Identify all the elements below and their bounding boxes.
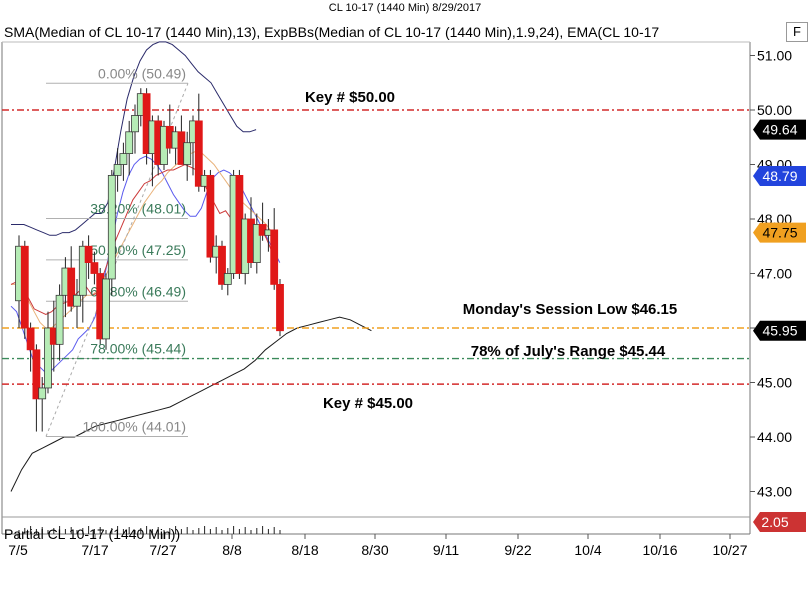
fib-level-label: 50.00% (47.25)	[90, 242, 186, 258]
price-badge	[753, 320, 806, 341]
price-axis: 51.0050.0049.0048.0047.0046.0045.0044.00…	[750, 48, 792, 500]
volume-label: Partial CL 10-17 (1440 Min))	[4, 526, 180, 542]
candle-body	[90, 262, 99, 274]
price-badge	[753, 119, 806, 140]
date-axis: 7/5 7/17 7/27 8/8 8/18 8/30 9/11 9/22 10/4 10/16 1…	[8, 534, 748, 558]
candle-body	[183, 142, 192, 165]
volume-pane: Partial CL 10-17 (1440 Min)) 2.05	[4, 512, 806, 542]
y-tick-label: 45.00	[757, 375, 792, 391]
candle-body	[20, 245, 29, 329]
grid	[1, 41, 751, 535]
volume-badge-value: 2.05	[761, 514, 788, 530]
candle-body	[119, 153, 128, 165]
x-tick-label: 8/30	[361, 542, 388, 558]
bollinger-lower-line	[10, 316, 372, 492]
key-level-label: Monday's Session Low $46.15	[463, 301, 677, 318]
candle-body	[84, 245, 93, 264]
price-badge-value: 48.79	[762, 168, 797, 184]
x-tick-label: 9/11	[433, 542, 459, 558]
key-level-label: 78% of July's Range $45.44	[471, 343, 666, 360]
x-tick-label: 9/22	[504, 542, 531, 558]
candle-body	[218, 245, 226, 285]
y-tick-label: 50.00	[757, 102, 792, 118]
y-tick-label: 44.00	[757, 429, 792, 445]
candle-body	[44, 327, 52, 389]
y-tick-label: 47.00	[757, 266, 792, 282]
candle-body	[194, 120, 203, 187]
volume-badge	[753, 512, 806, 532]
candle-body	[223, 273, 232, 285]
x-tick-label: 10/27	[712, 542, 747, 558]
x-tick-label: 10/16	[642, 542, 677, 558]
candle-body	[73, 294, 81, 307]
price-badge	[753, 222, 806, 243]
key-level-label: Key # $50.00	[305, 89, 395, 106]
candle-body	[78, 245, 87, 296]
x-tick-label: 7/27	[149, 542, 176, 558]
candle-body	[252, 224, 261, 263]
x-tick-label: 8/8	[222, 542, 242, 558]
candle-body	[55, 294, 64, 345]
candle-body	[113, 164, 122, 176]
x-tick-label: 10/4	[574, 542, 601, 558]
fib-level-label: 61.80% (46.49)	[90, 283, 186, 299]
fib-level-label: 38.20% (48.01)	[90, 200, 186, 216]
candle-body	[32, 349, 41, 400]
candle-body	[206, 174, 215, 258]
candle-body	[107, 174, 116, 280]
candle-body	[131, 115, 139, 133]
candle-body	[125, 131, 134, 155]
price-badge-value: 47.75	[762, 225, 797, 241]
candles	[15, 88, 284, 432]
key-level-label: Key # $45.00	[323, 395, 413, 412]
x-tick-label: 7/5	[8, 542, 28, 558]
y-tick-label: 51.00	[757, 48, 792, 64]
indicator-legend: SMA(Median of CL 10-17 (1440 Min),13), E…	[4, 24, 660, 40]
chart-title: CL 10-17 (1440 Min) 8/29/2017	[328, 2, 482, 14]
price-badge	[753, 165, 806, 186]
ema-line	[10, 163, 273, 315]
format-button[interactable]: F	[786, 22, 808, 42]
x-tick-label: 7/17	[81, 542, 108, 558]
fib-level-label: 100.00% (44.01)	[82, 418, 186, 434]
fib-level-label: 78.00% (45.44)	[90, 341, 186, 357]
key-lines: Key # $50.00 Monday's Session Low $46.15 7…	[2, 89, 750, 412]
candle-body	[38, 387, 47, 400]
sma-line	[11, 150, 273, 329]
candle-body	[67, 267, 76, 307]
candle-body	[102, 278, 110, 340]
y-tick-label: 43.00	[757, 484, 792, 500]
fib-level-label: 0.00% (50.49)	[98, 65, 186, 81]
price-badges: 49.64 48.79 47.75 45.95	[753, 119, 806, 341]
price-badge-value: 49.64	[762, 122, 797, 138]
candle-body	[270, 229, 279, 285]
candle-body	[26, 327, 35, 351]
candle-body	[276, 283, 284, 332]
x-tick-label: 8/18	[291, 542, 318, 558]
fibonacci-levels: 0.00% (50.49) 38.20% (48.01) 50.00% (47.25…	[45, 65, 189, 437]
bollinger-upper-line	[11, 41, 257, 236]
price-badge-value: 45.95	[762, 323, 797, 339]
